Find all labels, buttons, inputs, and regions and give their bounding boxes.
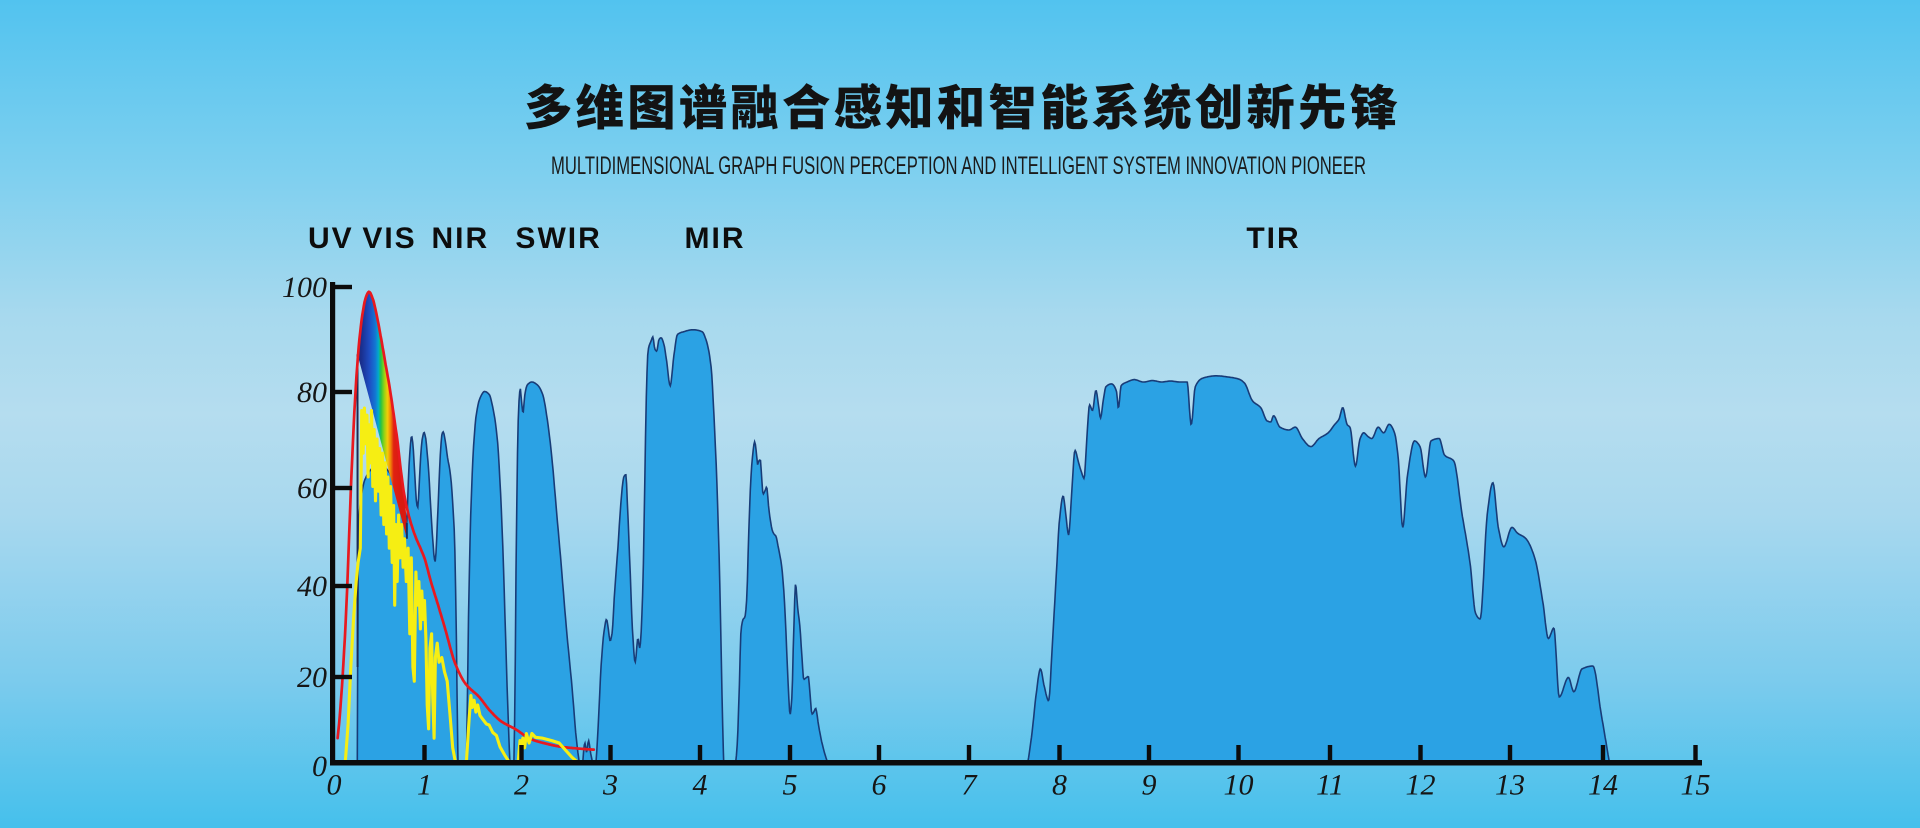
svg-text:0: 0: [327, 768, 342, 801]
svg-text:9: 9: [1142, 768, 1157, 801]
svg-text:40: 40: [297, 570, 327, 603]
svg-text:14: 14: [1588, 768, 1618, 801]
svg-text:11: 11: [1316, 768, 1344, 801]
svg-text:100: 100: [282, 271, 327, 304]
svg-text:3: 3: [602, 768, 618, 801]
svg-text:10: 10: [1224, 768, 1254, 801]
svg-text:7: 7: [962, 768, 979, 801]
svg-text:6: 6: [872, 768, 887, 801]
svg-text:12: 12: [1406, 768, 1436, 801]
svg-text:60: 60: [297, 472, 327, 505]
svg-text:5: 5: [783, 768, 798, 801]
svg-text:15: 15: [1681, 768, 1711, 801]
svg-text:0: 0: [312, 750, 327, 783]
svg-text:20: 20: [297, 661, 327, 694]
svg-text:2: 2: [514, 768, 529, 801]
svg-text:80: 80: [297, 376, 327, 409]
svg-text:1: 1: [417, 768, 432, 801]
svg-text:13: 13: [1495, 768, 1525, 801]
svg-text:8: 8: [1052, 768, 1067, 801]
svg-text:MULTIDIMENSIONAL GRAPH FUSION: MULTIDIMENSIONAL GRAPH FUSION PERCEPTION…: [551, 152, 1366, 180]
svg-text:4: 4: [693, 768, 708, 801]
